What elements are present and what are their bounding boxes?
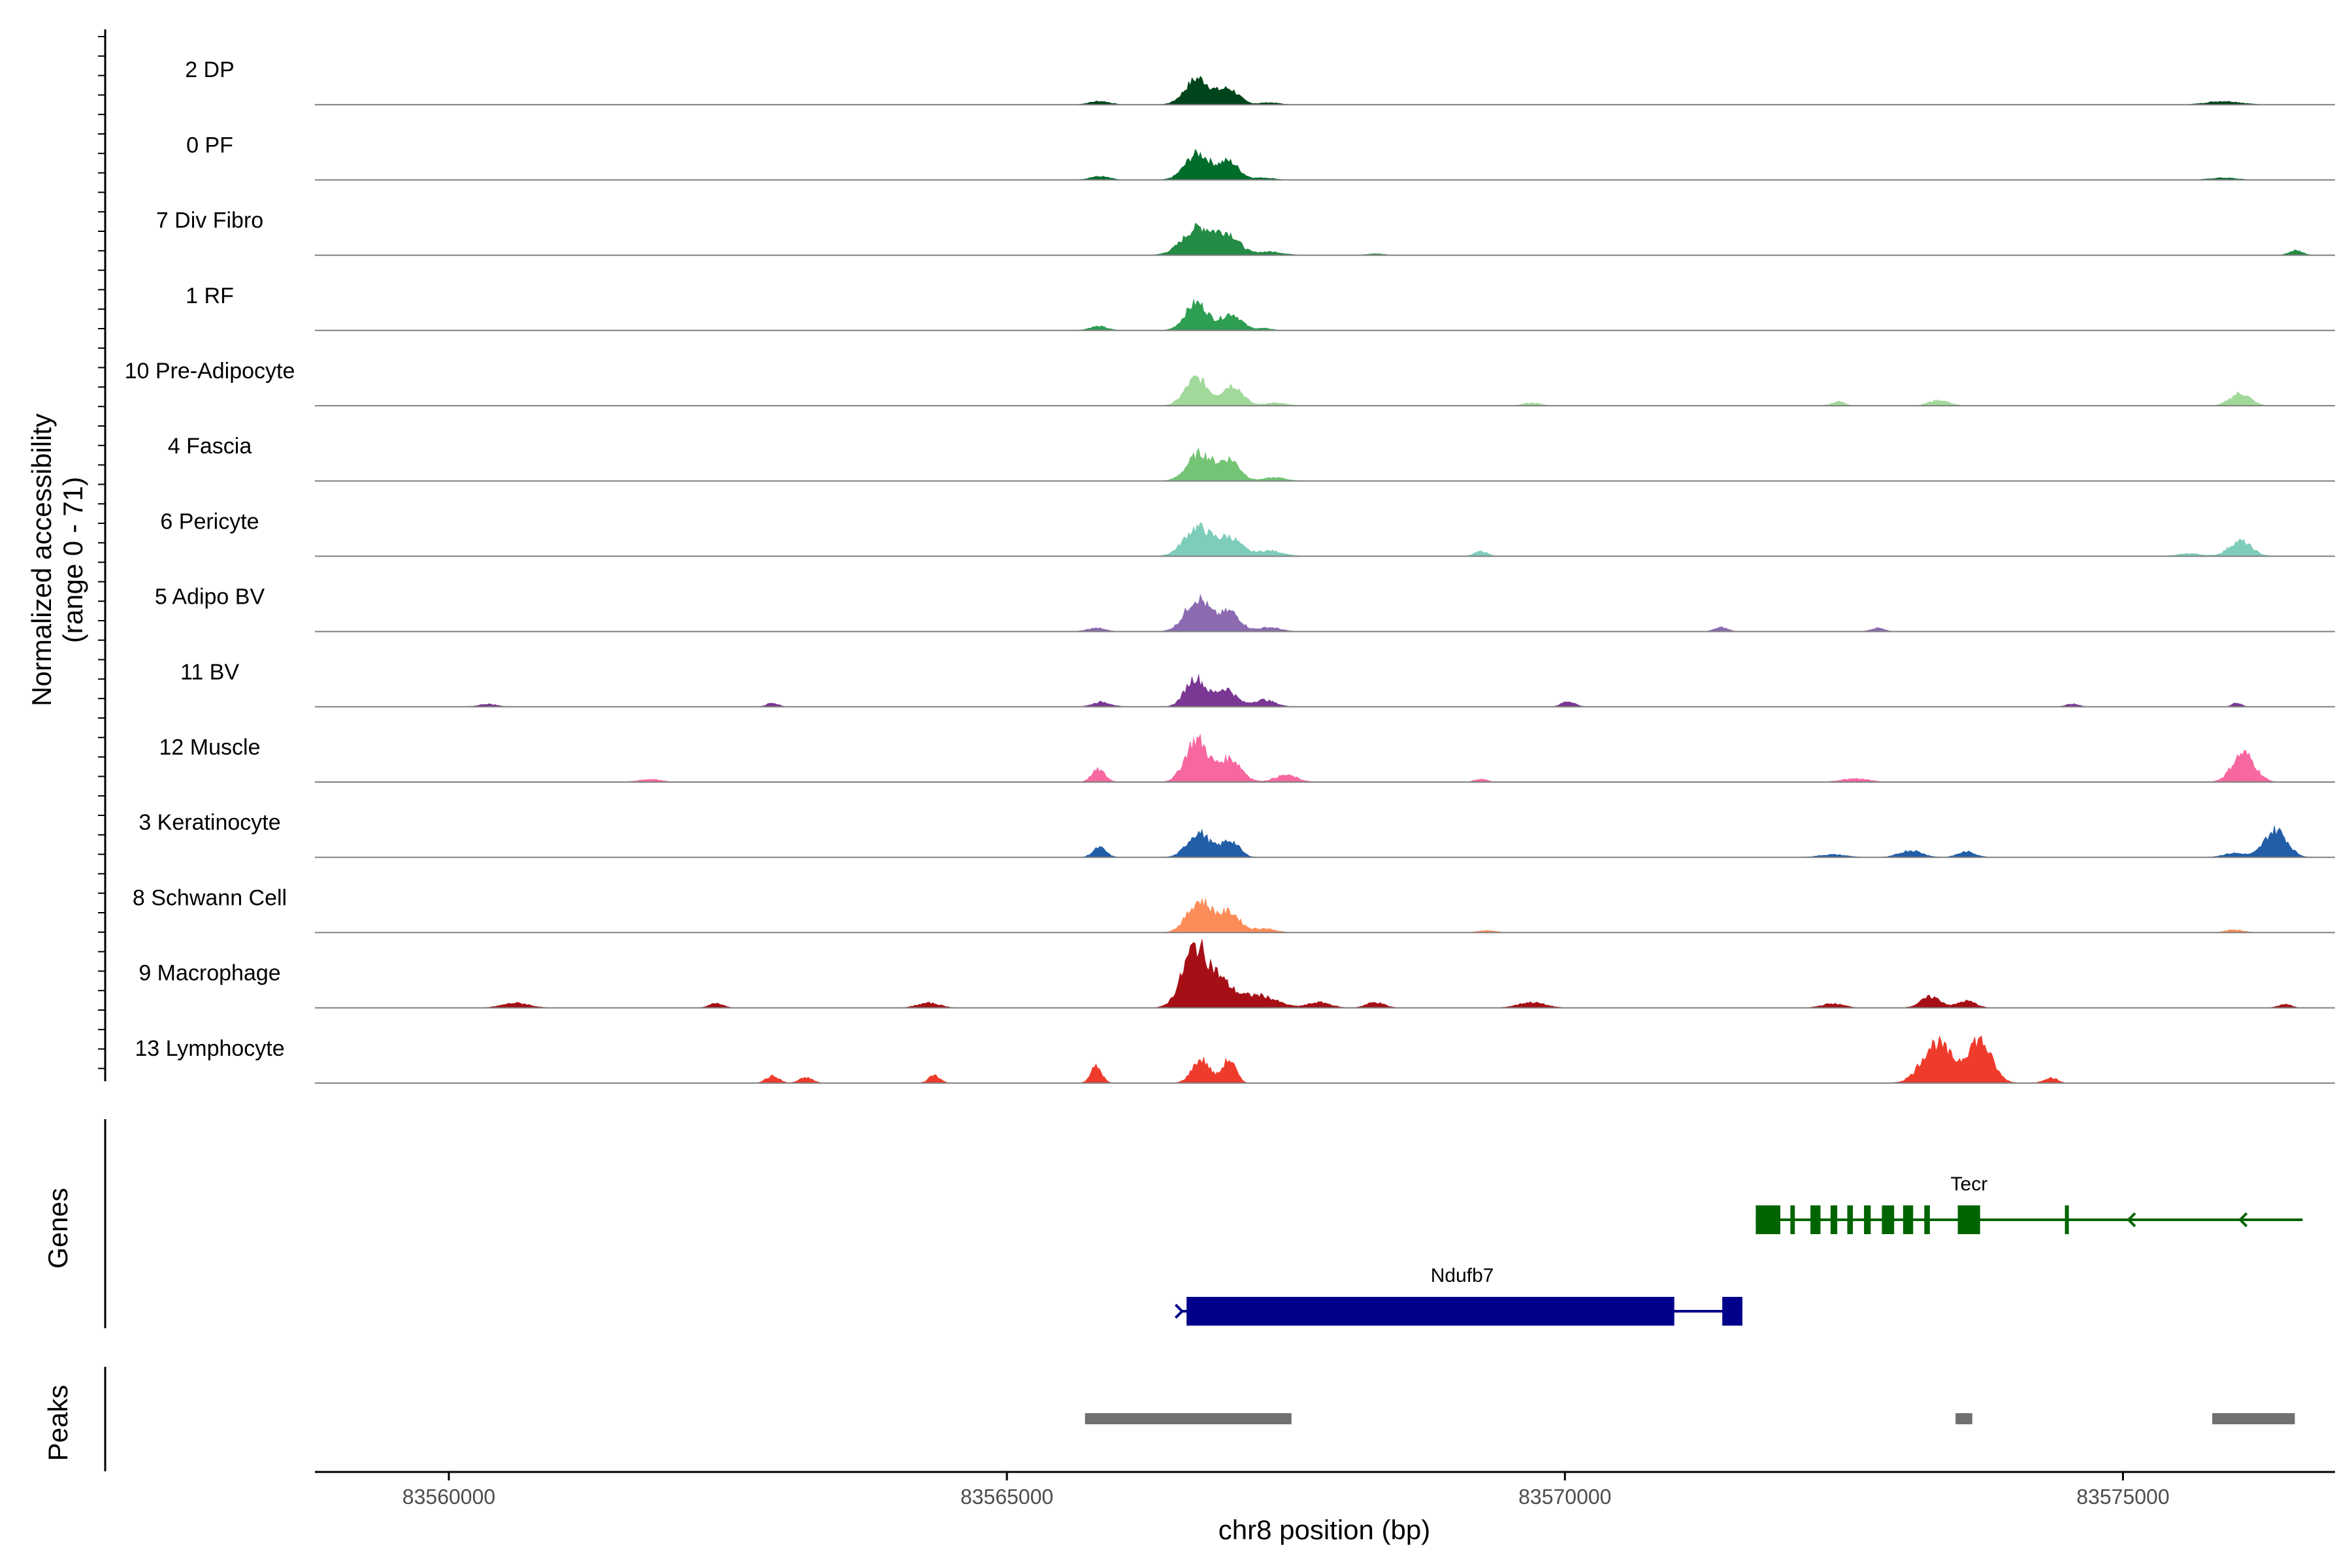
x-axis-title: chr8 position (bp) [1218, 1514, 1431, 1545]
gene-exon [1882, 1205, 1895, 1234]
coverage-track: 6 Pericyte [160, 509, 2335, 557]
coverage-area [315, 148, 2335, 180]
coverage-track: 10 Pre-Adipocyte [125, 359, 2335, 406]
coverage-tracks: 2 DP 0 PF 7 Div Fibro 1 RF 10 Pre-Adipocyte 4… [125, 57, 2335, 1084]
track-label: 0 PF [186, 133, 233, 157]
track-label: 8 Schwann Cell [133, 885, 287, 910]
track-label: 11 BV [180, 660, 239, 685]
gene-annotation-track: Tecr Ndufb7 [1174, 1173, 2303, 1326]
track-label: 12 Muscle [159, 735, 261, 760]
gene-exon [2065, 1205, 2069, 1234]
track-label: 10 Pre-Adipocyte [125, 359, 295, 384]
x-tick-label: 83570000 [1518, 1485, 1611, 1509]
coverage-area [315, 898, 2335, 933]
gene-exon [1790, 1205, 1795, 1234]
coverage-track: 2 DP [185, 57, 2335, 106]
coverage-area [315, 1035, 2335, 1084]
x-axis-ticks: 83560000 83565000 83570000 83575000 [402, 1472, 2170, 1509]
peak-region [1955, 1413, 1972, 1424]
gene-exon [1864, 1205, 1871, 1234]
coverage-y-ticks [98, 36, 105, 1070]
track-label: 9 Macrophage [139, 961, 280, 986]
gene-exon [1830, 1205, 1838, 1234]
strand-arrow [2238, 1212, 2248, 1228]
genes-y-title: Genes [42, 1188, 73, 1269]
coverage-track: 13 Lymphocyte [135, 1035, 2335, 1084]
gene-exon [1722, 1297, 1742, 1326]
coverage-track: 5 Adipo BV [155, 585, 2335, 632]
track-label: 6 Pericyte [160, 509, 259, 534]
coverage-track: 9 Macrophage [139, 939, 2335, 1009]
gene-exon [1756, 1205, 1780, 1234]
gene-exon [1903, 1205, 1914, 1234]
x-tick-label: 83560000 [402, 1485, 495, 1509]
track-label: 3 Keratinocyte [139, 810, 280, 835]
peak-region [1085, 1413, 1292, 1424]
coverage-area [315, 939, 2335, 1008]
coverage-area [315, 76, 2335, 105]
coverage-area [315, 521, 2335, 557]
coverage-area [315, 223, 2335, 255]
strand-arrow [2127, 1212, 2136, 1228]
coverage-track: 1 RF [186, 284, 2335, 331]
coverage-area [315, 299, 2335, 331]
track-label: 7 Div Fibro [156, 208, 263, 233]
track-label: 5 Adipo BV [155, 585, 265, 610]
x-tick-label: 83575000 [2076, 1485, 2169, 1509]
track-label: 13 Lymphocyte [135, 1036, 284, 1061]
gene-exon [1810, 1205, 1821, 1234]
coverage-track: 12 Muscle [159, 733, 2335, 783]
peaks-y-title: Peaks [42, 1385, 73, 1462]
gene-exon [1924, 1205, 1930, 1234]
gene-exon [1847, 1205, 1854, 1234]
x-tick-label: 83565000 [960, 1485, 1053, 1509]
gene-exon [1957, 1205, 1980, 1234]
coverage-track: 8 Schwann Cell [133, 885, 2335, 934]
coverage-track: 7 Div Fibro [156, 208, 2335, 256]
coverage-track: 3 Keratinocyte [139, 810, 2335, 858]
coverage-area [315, 674, 2335, 708]
gene-name-label: Tecr [1951, 1173, 1988, 1195]
coverage-track: 4 Fascia [168, 434, 2335, 482]
track-label: 1 RF [186, 284, 234, 308]
coverage-y-range: (range 0 - 71) [57, 477, 88, 643]
coverage-track: 11 BV [180, 660, 2335, 708]
gene-model: Tecr [1756, 1173, 2303, 1234]
coverage-area [315, 375, 2335, 406]
track-label: 2 DP [185, 57, 235, 82]
peak-region [2212, 1413, 2295, 1424]
gene-name-label: Ndufb7 [1431, 1265, 1494, 1286]
coverage-y-title: Normalized accessibility [26, 414, 57, 706]
peaks-track [1085, 1413, 2295, 1424]
coverage-area [315, 733, 2335, 783]
coverage-area [315, 825, 2335, 858]
coverage-area [315, 594, 2335, 632]
coverage-track: 0 PF [186, 133, 2335, 181]
coverage-area [315, 448, 2335, 482]
gene-model: Ndufb7 [1174, 1265, 1742, 1326]
gene-exon [1186, 1297, 1674, 1326]
track-label: 4 Fascia [168, 434, 252, 459]
strand-arrow [1174, 1303, 1184, 1319]
